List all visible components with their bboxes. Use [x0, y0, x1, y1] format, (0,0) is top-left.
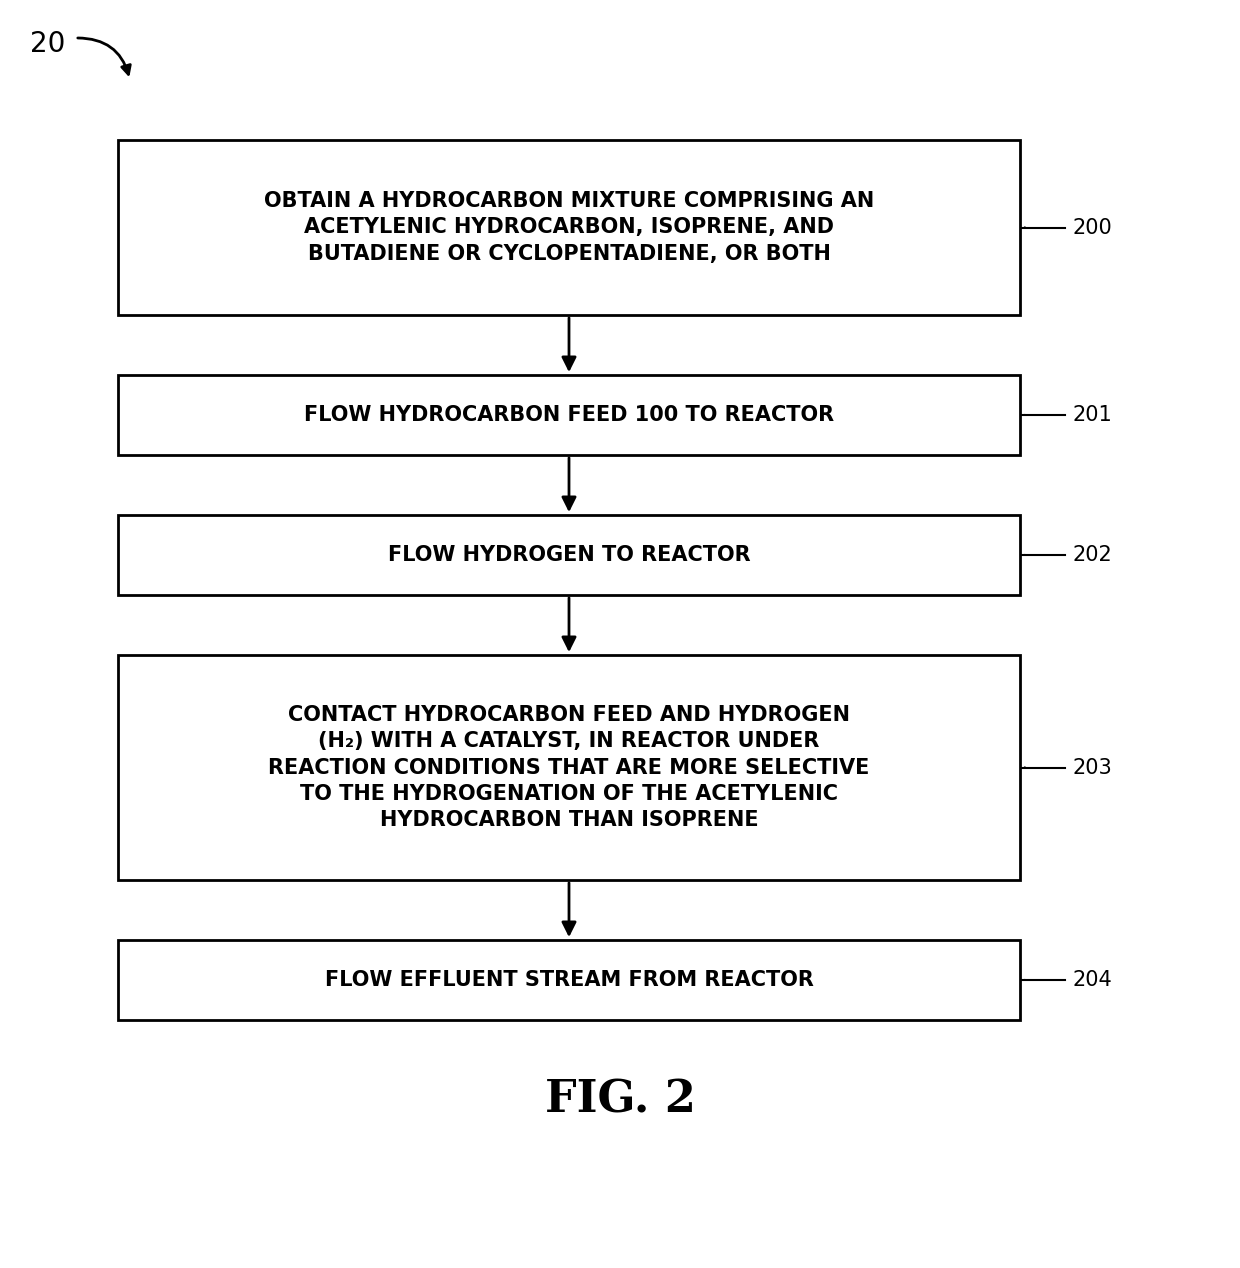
Text: FLOW EFFLUENT STREAM FROM REACTOR: FLOW EFFLUENT STREAM FROM REACTOR	[325, 970, 813, 990]
FancyBboxPatch shape	[118, 375, 1021, 455]
FancyArrowPatch shape	[78, 38, 130, 75]
Text: FLOW HYDROCARBON FEED 100 TO REACTOR: FLOW HYDROCARBON FEED 100 TO REACTOR	[304, 404, 835, 425]
Text: 201: 201	[1073, 404, 1112, 425]
Text: CONTACT HYDROCARBON FEED AND HYDROGEN
(H₂) WITH A CATALYST, IN REACTOR UNDER
REA: CONTACT HYDROCARBON FEED AND HYDROGEN (H…	[268, 705, 869, 831]
Text: 200: 200	[1073, 218, 1112, 237]
Text: 20: 20	[30, 30, 66, 58]
FancyBboxPatch shape	[118, 656, 1021, 880]
Text: FIG. 2: FIG. 2	[544, 1079, 696, 1121]
Text: 203: 203	[1073, 757, 1112, 777]
Text: 202: 202	[1073, 545, 1112, 566]
Text: OBTAIN A HYDROCARBON MIXTURE COMPRISING AN
ACETYLENIC HYDROCARBON, ISOPRENE, AND: OBTAIN A HYDROCARBON MIXTURE COMPRISING …	[264, 191, 874, 264]
Text: FLOW HYDROGEN TO REACTOR: FLOW HYDROGEN TO REACTOR	[388, 545, 750, 566]
FancyBboxPatch shape	[118, 139, 1021, 314]
FancyBboxPatch shape	[118, 940, 1021, 1019]
Text: 204: 204	[1073, 970, 1112, 990]
FancyBboxPatch shape	[118, 515, 1021, 595]
